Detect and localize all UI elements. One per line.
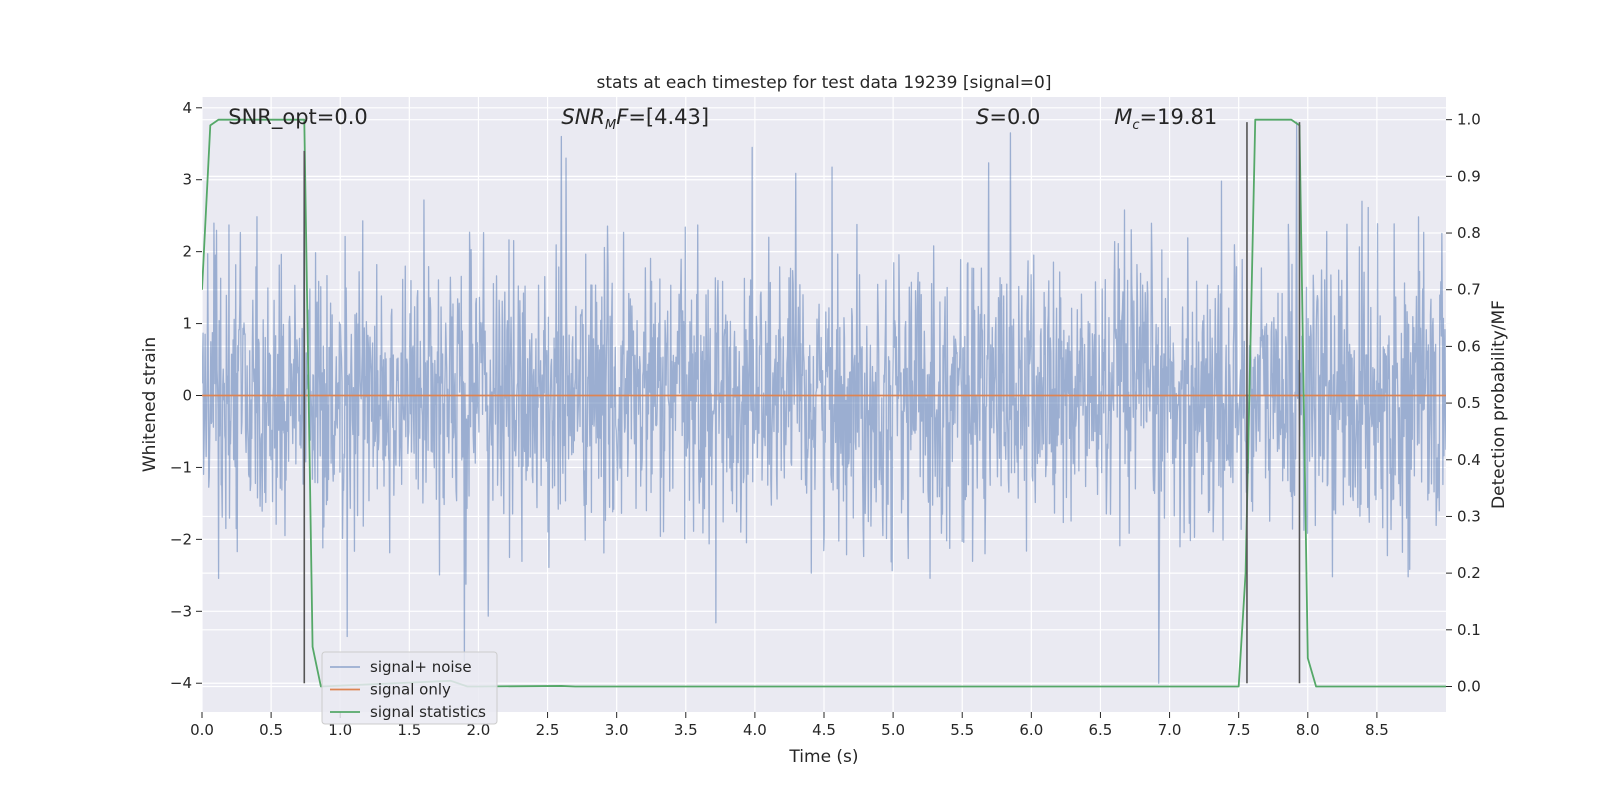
- y-right-tick-label: 0.7: [1457, 281, 1481, 299]
- series-line-signal-statistics: [202, 118, 1446, 688]
- x-tick-label: 2.5: [536, 721, 560, 739]
- y-right-tick-label: 1.0: [1457, 111, 1481, 129]
- annotation-text: SNR_opt=0.0: [228, 105, 368, 130]
- y-left-tick-label: −3: [170, 602, 192, 620]
- y-right-tick-label: 0.3: [1457, 507, 1481, 525]
- x-tick-label: 0.0: [190, 721, 214, 739]
- series-line-signal-noise: [202, 121, 1446, 684]
- annotation-text: SNRMF=[4.43]: [561, 105, 709, 133]
- y-right-tick-label: 0.0: [1457, 677, 1481, 695]
- y-left-tick-label: 2: [182, 243, 192, 261]
- y-left-tick-label: 1: [182, 315, 192, 333]
- legend-label: signal only: [370, 681, 451, 699]
- right-axis-ticks: 0.0 0.1 0.2 0.3 0.4 0.5 0.6 0.7 0.8 0.9 1.0: [1446, 111, 1481, 695]
- chart-title: stats at each timestep for test data 192…: [597, 73, 1052, 93]
- y-right-tick-label: 0.8: [1457, 224, 1481, 242]
- annotations: SNR_opt=0.0 SNRMF=[4.43] S=0.0 Mc=19.81: [228, 105, 1217, 133]
- y-right-tick-label: 0.9: [1457, 167, 1481, 185]
- y-left-tick-label: −4: [170, 674, 192, 692]
- x-tick-label: 8.0: [1296, 721, 1320, 739]
- x-tick-label: 8.5: [1365, 721, 1389, 739]
- x-tick-label: 3.5: [674, 721, 698, 739]
- x-tick-label: 4.0: [743, 721, 767, 739]
- x-tick-label: 4.5: [812, 721, 836, 739]
- x-tick-label: 7.5: [1227, 721, 1251, 739]
- x-tick-label: 6.0: [1019, 721, 1043, 739]
- x-tick-label: 0.5: [259, 721, 283, 739]
- vertical-markers: [303, 122, 1301, 684]
- y-right-tick-label: 0.2: [1457, 564, 1481, 582]
- y-right-tick-label: 0.4: [1457, 451, 1481, 469]
- x-tick-label: 7.0: [1158, 721, 1182, 739]
- series-layer: [202, 118, 1446, 688]
- y-left-tick-label: −2: [170, 530, 192, 548]
- annotation-text: S=0.0: [976, 105, 1040, 129]
- x-tick-label: 6.5: [1089, 721, 1113, 739]
- x-tick-label: 1.0: [328, 721, 352, 739]
- x-axis-label: Time (s): [788, 747, 858, 767]
- x-tick-label: 2.0: [467, 721, 491, 739]
- x-axis-ticks: 0.0 0.5 1.0 1.5 2.0 2.5 3.0 3.5 4.0 4.5 5.0 5.5 6.0 6…: [190, 712, 1389, 739]
- x-tick-label: 1.5: [397, 721, 421, 739]
- y-left-tick-label: 4: [182, 99, 192, 117]
- y-right-tick-label: 0.1: [1457, 621, 1481, 639]
- annotation-text: Mc=19.81: [1114, 105, 1217, 133]
- y-right-tick-label: 0.5: [1457, 394, 1481, 412]
- legend-box: [321, 651, 498, 725]
- x-tick-label: 5.0: [881, 721, 905, 739]
- y-left-tick-label: 0: [182, 387, 192, 405]
- x-tick-label: 5.5: [950, 721, 974, 739]
- legend-label: signal+ noise: [370, 658, 472, 676]
- y-left-tick-label: −1: [170, 458, 192, 476]
- left-axis-ticks: −4 −3 −2 −1 0 1 2 3 4: [170, 99, 202, 692]
- y-right-tick-label: 0.6: [1457, 337, 1481, 355]
- y-left-tick-label: 3: [182, 171, 192, 189]
- legend: signal+ noise signal only signal statistic…: [321, 651, 498, 725]
- y-axis-label-right: Detection probability/MF: [1489, 300, 1509, 509]
- x-tick-label: 3.0: [605, 721, 629, 739]
- y-axis-label-left: Whitened strain: [140, 337, 160, 472]
- legend-label: signal statistics: [370, 703, 486, 721]
